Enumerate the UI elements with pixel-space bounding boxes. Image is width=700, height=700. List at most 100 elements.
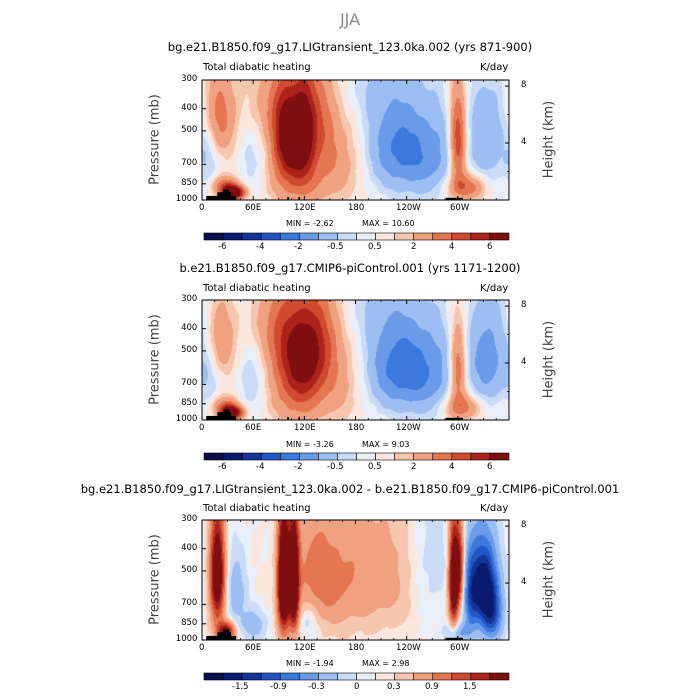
- y-tick-label: 300: [181, 74, 198, 84]
- colorbar-box: [413, 672, 434, 681]
- y-tick-label: 300: [181, 294, 198, 304]
- colorbar-box: [222, 232, 243, 241]
- y2-tick-label: 8: [521, 80, 527, 90]
- colorbar-box: [337, 232, 357, 241]
- colorbar-box: [470, 672, 491, 681]
- y-axis-title: Pressure (mb): [147, 314, 163, 405]
- colorbar-box: [451, 452, 472, 461]
- topography-block: [298, 416, 301, 420]
- panel-axes: [201, 519, 510, 641]
- y-tick-label: 300: [181, 514, 198, 524]
- x-tick-label: 0: [199, 203, 205, 213]
- topography-block: [445, 197, 463, 200]
- y2-axis-title: Height (km): [541, 100, 557, 179]
- colorbar-label: 6: [487, 242, 493, 252]
- colorbar-box: [241, 232, 262, 241]
- y2-tick-label: 4: [521, 137, 527, 147]
- colorbar-label: 0: [354, 682, 360, 692]
- colorbar-label: -6: [218, 242, 227, 252]
- topography-block: [445, 637, 463, 640]
- topography-block: [298, 636, 301, 640]
- panel-title: b.e21.B1850.f09_g17.CMIP6-piControl.001 …: [179, 261, 521, 275]
- colorbar-box: [241, 672, 262, 681]
- y-tick-label: 1000: [175, 634, 198, 644]
- colorbar-box: [489, 672, 510, 681]
- colorbar-box: [470, 232, 491, 241]
- colorbar-box: [318, 672, 338, 681]
- colorbar-label: -2: [294, 462, 303, 472]
- x-tick-label: 120E: [294, 203, 316, 213]
- colorbar-box: [318, 232, 338, 241]
- colorbar-box: [279, 232, 300, 241]
- y-tick-label: 400: [181, 103, 198, 113]
- panel-title: bg.e21.B1850.f09_g17.LIGtransient_123.0k…: [80, 482, 620, 496]
- colorbar-box: [375, 452, 395, 461]
- y-tick-label: 400: [181, 323, 198, 333]
- colorbar-box: [222, 452, 243, 461]
- colorbar-box: [337, 452, 357, 461]
- y-tick-label: 850: [181, 618, 198, 628]
- y2-tick-label: 4: [521, 577, 527, 587]
- colorbar-box: [489, 452, 510, 461]
- y-axis-title: Pressure (mb): [147, 94, 163, 185]
- y2-tick-label: 4: [521, 357, 527, 367]
- colorbar-label: 0.5: [368, 242, 382, 252]
- topography-block: [445, 417, 463, 420]
- x-tick-label: 60E: [245, 643, 262, 653]
- colorbar-box: [203, 452, 224, 461]
- right-subtitle: K/day: [480, 283, 509, 294]
- y2-tick-label: 8: [521, 520, 527, 530]
- colorbar-box: [375, 232, 395, 241]
- y-tick-label: 850: [181, 398, 198, 408]
- x-tick-label: 0: [199, 643, 205, 653]
- x-tick-label: 60W: [450, 423, 470, 433]
- colorbar-box: [470, 452, 491, 461]
- y-axis-title: Pressure (mb): [147, 534, 163, 625]
- topography-block: [223, 189, 230, 200]
- colorbar-box: [413, 452, 434, 461]
- colorbar-label: -6: [218, 462, 227, 472]
- colorbar-box: [241, 452, 262, 461]
- colorbar: [203, 672, 510, 681]
- y-tick-label: 500: [181, 125, 198, 135]
- x-tick-label: 60E: [245, 423, 262, 433]
- y2-axis-title: Height (km): [541, 540, 557, 619]
- colorbar-label: -0.9: [270, 682, 287, 692]
- y-tick-label: 500: [181, 345, 198, 355]
- right-subtitle: K/day: [480, 503, 509, 514]
- colorbar-box: [260, 232, 281, 241]
- topography-block: [287, 636, 289, 640]
- min-label: MIN = -2.62: [286, 219, 334, 228]
- heatmap-field: [202, 80, 509, 200]
- colorbar-box: [375, 672, 395, 681]
- y-tick-label: 400: [181, 543, 198, 553]
- panel-axes: [201, 79, 510, 201]
- colorbar-box: [451, 232, 472, 241]
- y-tick-label: 1000: [175, 194, 198, 204]
- colorbar-label: 0.9: [425, 682, 439, 692]
- colorbar-box: [356, 232, 376, 241]
- colorbar-label: -2: [294, 242, 303, 252]
- colorbar-label: -0.3: [308, 682, 325, 692]
- colorbar-box: [299, 232, 319, 241]
- x-tick-label: 60W: [450, 643, 470, 653]
- max-label: MAX = 9.03: [362, 440, 410, 449]
- colorbar: [203, 232, 510, 241]
- y-tick-label: 1000: [175, 414, 198, 424]
- x-tick-label: 120W: [396, 203, 421, 213]
- panel-axes: [201, 299, 510, 421]
- colorbar-box: [356, 452, 376, 461]
- colorbar-box: [356, 672, 376, 681]
- y-tick-label: 700: [181, 598, 198, 608]
- colorbar-box: [299, 452, 319, 461]
- colorbar-box: [279, 452, 300, 461]
- colorbar-label: 0.3: [387, 682, 401, 692]
- colorbar-box: [394, 672, 414, 681]
- plot-frame: [201, 299, 510, 421]
- colorbar-box: [413, 232, 434, 241]
- min-label: MIN = -3.26: [286, 440, 334, 449]
- topography-block: [287, 196, 289, 200]
- colorbar-label: -4: [256, 462, 265, 472]
- topography-block: [223, 409, 230, 420]
